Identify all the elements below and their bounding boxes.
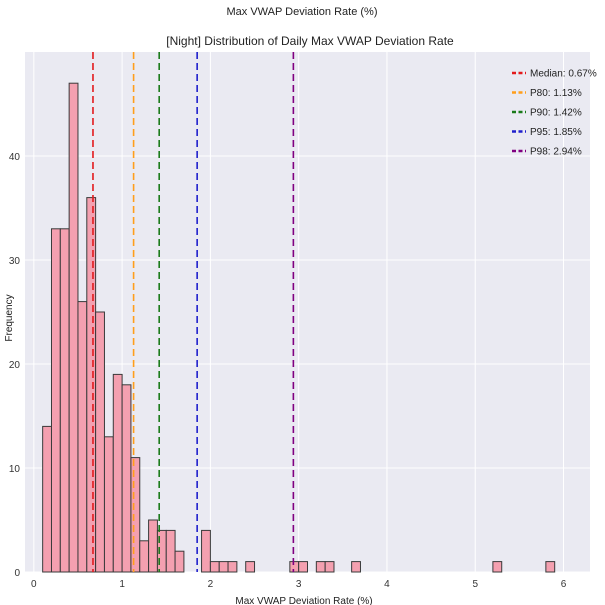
- legend-entry: P95: 1.85%: [530, 127, 582, 138]
- histogram-bar: [148, 519, 158, 573]
- histogram-bar: [492, 561, 503, 573]
- y-tick-label: 40: [9, 152, 21, 163]
- histogram-bar: [68, 82, 79, 573]
- histogram-bar: [112, 373, 123, 573]
- y-tick-label: 20: [9, 360, 21, 371]
- histogram-bar: [174, 550, 185, 573]
- chart-title: [Night] Distribution of Daily Max VWAP D…: [166, 34, 454, 48]
- histogram-bar: [77, 301, 88, 573]
- x-tick-label: 2: [208, 579, 214, 590]
- histogram-bar: [289, 561, 300, 573]
- x-tick-label: 5: [472, 579, 478, 590]
- legend-entry: Median: 0.67%: [530, 69, 597, 80]
- histogram-bar: [324, 561, 335, 573]
- histogram-bar: [121, 384, 132, 573]
- histogram-bar: [139, 540, 150, 573]
- histogram-bar: [50, 228, 61, 573]
- y-axis-ticks: 0 10 20 30 40: [9, 152, 21, 579]
- x-tick-label: 3: [296, 579, 302, 590]
- histogram-bar: [545, 561, 556, 573]
- x-axis-ticks: 0 1 2 3 4 5 6: [31, 579, 567, 590]
- histogram-bar: [227, 561, 238, 573]
- histogram-bar: [201, 529, 211, 573]
- x-tick-label: 4: [384, 579, 390, 590]
- y-axis-label: Frequency: [4, 294, 15, 341]
- y-tick-label: 10: [9, 464, 21, 475]
- histogram-bar: [351, 561, 361, 573]
- reference-lines: [92, 52, 295, 572]
- histogram-bar: [42, 425, 52, 573]
- x-tick-label: 6: [561, 579, 567, 590]
- legend-entry: P98: 2.94%: [530, 147, 582, 158]
- figure-top-label: Max VWAP Deviation Rate (%): [227, 6, 378, 18]
- legend: Median: 0.67% P80: 1.13% P90: 1.42% P95: 1.…: [512, 69, 597, 158]
- histogram-bar: [103, 436, 114, 573]
- histogram-bar: [95, 311, 105, 573]
- legend-entry: P80: 1.13%: [530, 88, 582, 99]
- histogram-bar: [315, 561, 326, 573]
- y-tick-label: 0: [14, 568, 20, 579]
- histogram-bar: [130, 457, 141, 573]
- x-tick-label: 1: [119, 579, 125, 590]
- legend-entry: P90: 1.42%: [530, 108, 582, 119]
- histogram-bars: [42, 82, 556, 573]
- histogram-bar: [86, 197, 97, 573]
- histogram-bar: [165, 529, 176, 573]
- x-tick-label: 0: [31, 579, 37, 590]
- y-tick-label: 30: [9, 256, 21, 267]
- histogram-bar: [245, 561, 256, 573]
- histogram-bar: [218, 561, 229, 573]
- x-axis-label: Max VWAP Deviation Rate (%): [235, 596, 372, 605]
- grid-lines: [25, 52, 590, 573]
- histogram-bar: [298, 561, 308, 573]
- histogram-bar: [209, 561, 220, 573]
- histogram-bar: [59, 228, 70, 573]
